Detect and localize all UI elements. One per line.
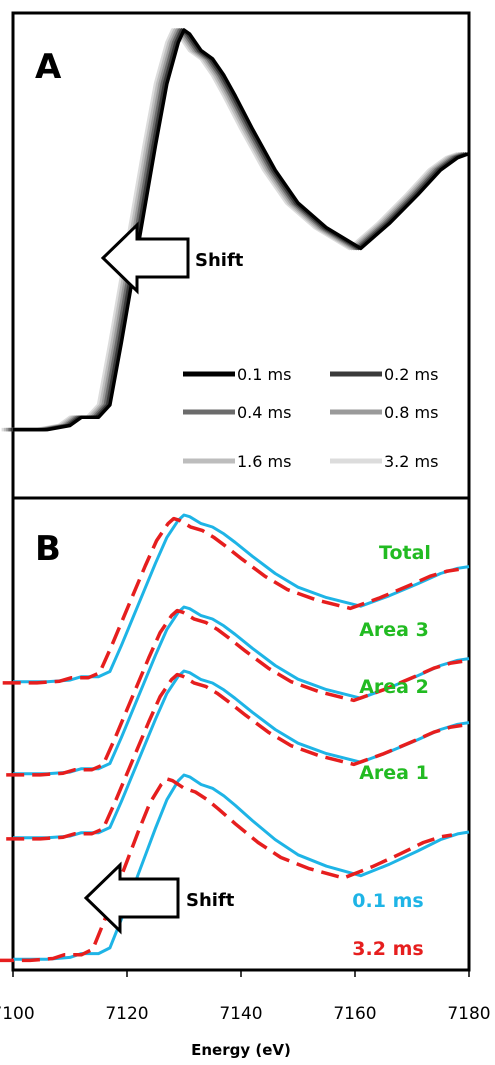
- panel-b-label: B: [35, 529, 61, 569]
- curve-label-3: Area 1: [359, 762, 429, 784]
- legend-label-3: 0.8 ms: [384, 403, 438, 422]
- panel-b-curve-labels: Total Area 3 Area 2 Area 1: [359, 542, 431, 784]
- panel-a-curves: [1, 28, 470, 432]
- panel-b-legend-0: 0.1 ms: [352, 890, 423, 912]
- panel-b-curve-0-3-2ms: [2, 516, 459, 685]
- legend-label-4: 1.6 ms: [237, 452, 291, 471]
- panel-a-legend: 0.1 ms 0.2 ms 0.4 ms 0.8 ms 1.6 ms 3.2 ms: [183, 365, 438, 471]
- panel-b: B Total Area 3 Area 2 Area 1 Shift 0.1 ms 3.…: [0, 496, 491, 1059]
- legend-label-2: 0.4 ms: [237, 403, 291, 422]
- x-axis-title: Energy (eV): [191, 1041, 291, 1059]
- x-tick-label-1: 7120: [105, 1004, 148, 1024]
- shift-arrow-icon: [83, 861, 180, 935]
- panel-a-shift-label: Shift: [195, 250, 244, 271]
- curve-label-1: Area 3: [359, 619, 429, 641]
- shift-arrow-icon: [100, 221, 190, 295]
- panel-b-legend: 0.1 ms 3.2 ms: [352, 890, 423, 960]
- curve-label-2: Area 2: [359, 676, 429, 698]
- panel-b-curve-1-3-2ms: [6, 608, 463, 777]
- x-tick-label-0: 7100: [0, 1004, 35, 1024]
- panel-b-curve-2-3-2ms: [6, 672, 463, 841]
- panel-b-shift-label: Shift: [186, 890, 235, 911]
- panel-b-curve-3-3-2ms: [0, 777, 453, 963]
- panel-b-legend-1: 3.2 ms: [352, 938, 423, 960]
- panel-a-shift-annotation: Shift: [100, 221, 244, 295]
- legend-label-1: 0.2 ms: [384, 365, 438, 384]
- panel-b-curve-3-0-1ms: [13, 773, 470, 961]
- legend-label-0: 0.1 ms: [237, 365, 291, 384]
- x-tick-label-4: 7180: [447, 1004, 490, 1024]
- panel-b-curves: [0, 513, 470, 963]
- panel-b-frame: [11, 496, 471, 972]
- x-tick-label-3: 7160: [333, 1004, 376, 1024]
- legend-label-5: 3.2 ms: [384, 452, 438, 471]
- panel-a-series-0: [13, 28, 470, 432]
- panel-b-shift-annotation: Shift: [83, 861, 235, 935]
- panel-a: A Shift 0.1 ms 0.2 ms 0.4 ms 0.8 ms 1.6 ms 3.…: [1, 11, 471, 500]
- panel-b-x-axis: 7100 7120 7140 7160 7180: [0, 970, 491, 1024]
- x-tick-label-2: 7140: [219, 1004, 262, 1024]
- curve-label-0: Total: [379, 542, 431, 564]
- panel-a-label: A: [35, 47, 62, 87]
